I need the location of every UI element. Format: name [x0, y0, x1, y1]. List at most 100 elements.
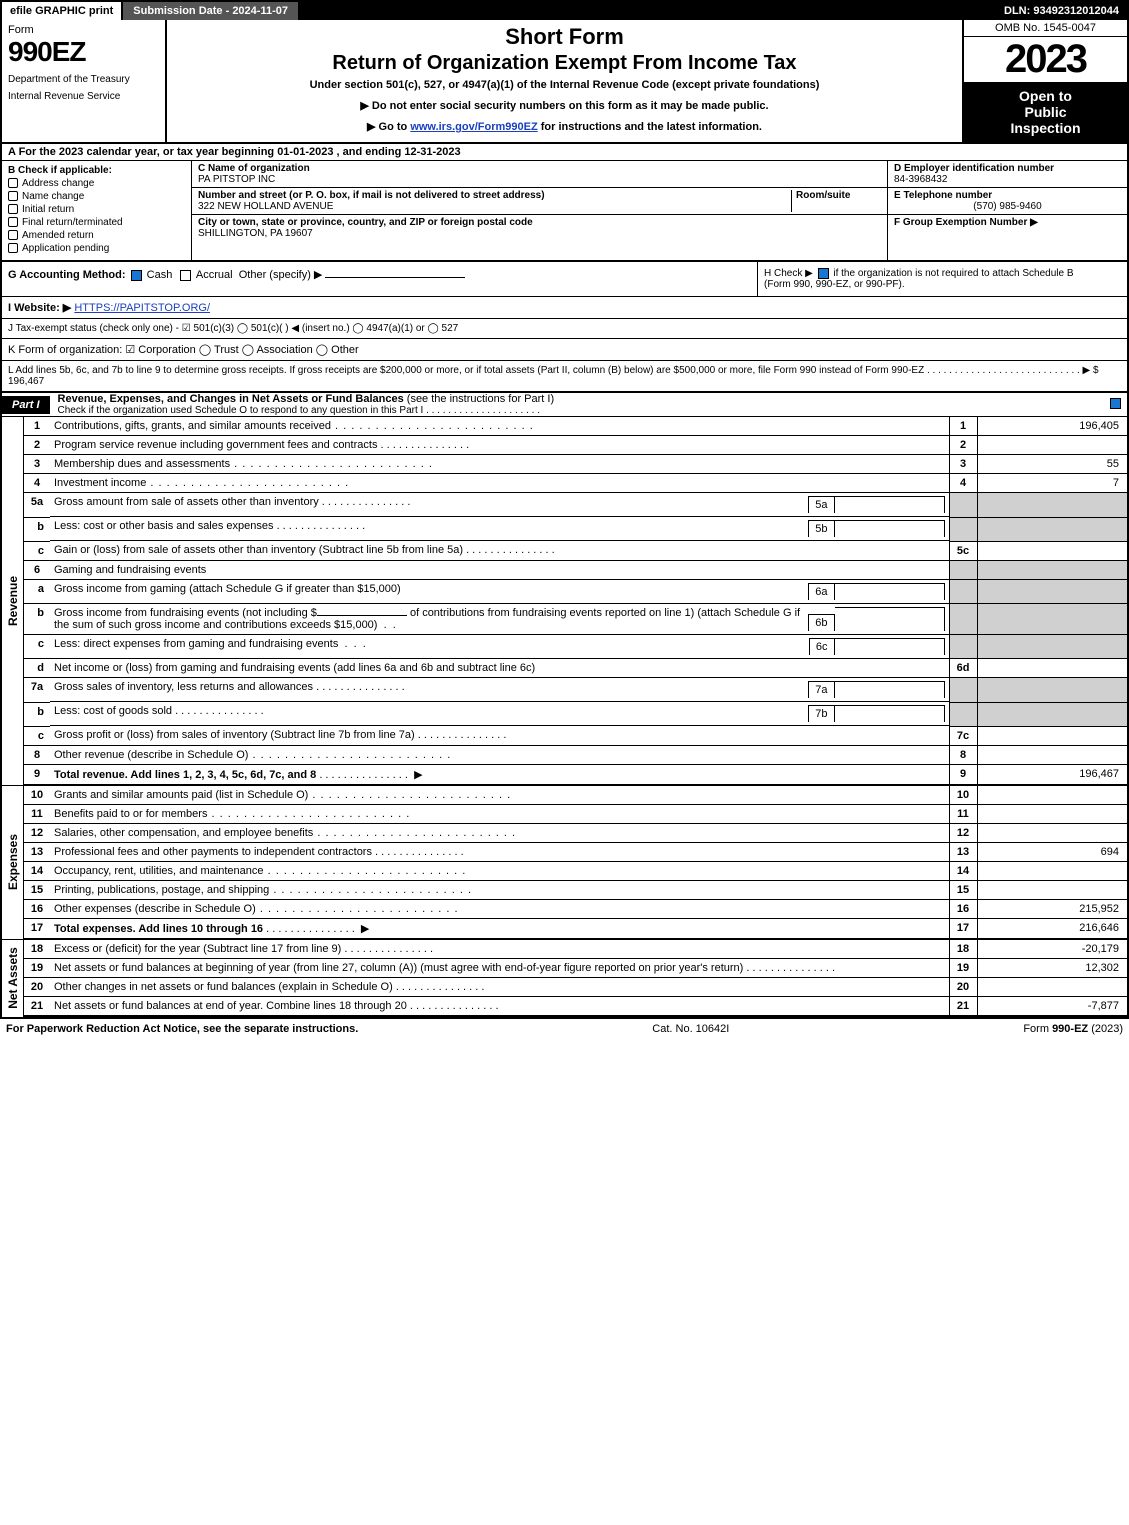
- side-expenses: Expenses: [2, 786, 24, 939]
- footer-right: Form 990-EZ (2023): [1023, 1023, 1123, 1035]
- efile-print: efile GRAPHIC print: [2, 2, 123, 20]
- phone-value: (570) 985-9460: [894, 201, 1121, 212]
- h-sub: (Form 990, 990-EZ, or 990-PF).: [764, 279, 1121, 290]
- short-form-label: Short Form: [175, 24, 954, 50]
- dept-irs: Internal Revenue Service: [8, 91, 159, 102]
- line-6a: aGross income from gaming (attach Schedu…: [24, 579, 1127, 604]
- part-i-title: Revenue, Expenses, and Changes in Net As…: [58, 393, 555, 416]
- part-i-sub: Check if the organization used Schedule …: [58, 405, 555, 416]
- org-name-label: C Name of organization: [198, 163, 881, 174]
- line-14: 14Occupancy, rent, utilities, and mainte…: [24, 861, 1127, 880]
- chk-application-pending[interactable]: Application pending: [8, 243, 185, 254]
- col-b: B Check if applicable: Address change Na…: [2, 161, 192, 260]
- d-ein: D Employer identification number 84-3968…: [888, 161, 1127, 188]
- expenses-section: Expenses 10Grants and similar amounts pa…: [2, 785, 1127, 939]
- line-5b: bLess: cost or other basis and sales exp…: [24, 517, 1127, 541]
- line-5c: cGain or (loss) from sale of assets othe…: [24, 541, 1127, 560]
- row-j: J Tax-exempt status (check only one) - ☑…: [2, 319, 1127, 339]
- g-accounting: G Accounting Method: Cash Accrual Other …: [2, 262, 757, 296]
- side-netassets: Net Assets: [2, 940, 24, 1017]
- open-line-2: Public: [968, 104, 1123, 120]
- open-line-1: Open to: [968, 88, 1123, 104]
- top-bar: efile GRAPHIC print Submission Date - 20…: [2, 2, 1127, 20]
- phone-label: E Telephone number: [894, 190, 1121, 201]
- room-label: Room/suite: [796, 190, 881, 201]
- line-10: 10Grants and similar amounts paid (list …: [24, 786, 1127, 805]
- line-9: 9Total revenue. Add lines 1, 2, 3, 4, 5c…: [24, 764, 1127, 784]
- f-group: F Group Exemption Number ▶: [888, 215, 1127, 230]
- header-mid: Short Form Return of Organization Exempt…: [167, 20, 962, 142]
- org-name: PA PITSTOP INC: [198, 174, 881, 185]
- irs-link[interactable]: www.irs.gov/Form990EZ: [410, 121, 537, 133]
- form-header: Form 990EZ Department of the Treasury In…: [2, 20, 1127, 144]
- line-12: 12Salaries, other compensation, and empl…: [24, 823, 1127, 842]
- l-val: 196,467: [8, 376, 44, 387]
- row-l: L Add lines 5b, 6c, and 7b to line 9 to …: [2, 361, 1127, 393]
- website-link[interactable]: HTTPS://PAPITSTOP.ORG/: [74, 302, 210, 314]
- netassets-section: Net Assets 18Excess or (deficit) for the…: [2, 939, 1127, 1017]
- instruction-2: ▶ Go to www.irs.gov/Form990EZ for instru…: [175, 120, 954, 133]
- chk-address-change[interactable]: Address change: [8, 178, 185, 189]
- line-3: 3Membership dues and assessments355: [24, 455, 1127, 474]
- form-container: efile GRAPHIC print Submission Date - 20…: [0, 0, 1129, 1019]
- col-c: C Name of organization PA PITSTOP INC Nu…: [192, 161, 887, 260]
- line-7c: cGross profit or (loss) from sales of in…: [24, 726, 1127, 745]
- row-k: K Form of organization: ☑ Corporation ◯ …: [2, 339, 1127, 361]
- open-to-public: Open to Public Inspection: [964, 82, 1127, 142]
- e-phone: E Telephone number (570) 985-9460: [888, 188, 1127, 215]
- omb-number: OMB No. 1545-0047: [964, 20, 1127, 37]
- chk-cash[interactable]: [131, 270, 142, 281]
- netassets-table: 18Excess or (deficit) for the year (Subt…: [24, 940, 1127, 1017]
- side-revenue: Revenue: [2, 417, 24, 785]
- chk-amended-return[interactable]: Amended return: [8, 230, 185, 241]
- line-6c: cLess: direct expenses from gaming and f…: [24, 635, 1127, 659]
- group-label: F Group Exemption Number ▶: [894, 217, 1038, 228]
- row-g-h: G Accounting Method: Cash Accrual Other …: [2, 262, 1127, 297]
- line-17: 17Total expenses. Add lines 10 through 1…: [24, 918, 1127, 938]
- revenue-section: Revenue 1Contributions, gifts, grants, a…: [2, 417, 1127, 785]
- form-word: Form: [8, 24, 159, 36]
- form-number: 990EZ: [8, 36, 159, 68]
- line-2: 2Program service revenue including gover…: [24, 436, 1127, 455]
- open-line-3: Inspection: [968, 120, 1123, 136]
- city-block: City or town, state or province, country…: [192, 215, 887, 241]
- line-20: 20Other changes in net assets or fund ba…: [24, 977, 1127, 996]
- inst2-pre: ▶ Go to: [367, 121, 410, 133]
- city-label: City or town, state or province, country…: [198, 217, 881, 228]
- chk-h[interactable]: [818, 268, 829, 279]
- line-7b: bLess: cost of goods sold7b: [24, 702, 1127, 726]
- inst2-post: for instructions and the latest informat…: [538, 121, 762, 133]
- part-i-check[interactable]: [1110, 398, 1121, 412]
- line-15: 15Printing, publications, postage, and s…: [24, 880, 1127, 899]
- page-footer: For Paperwork Reduction Act Notice, see …: [0, 1019, 1129, 1039]
- addr-label: Number and street (or P. O. box, if mail…: [198, 190, 791, 201]
- line-16: 16Other expenses (describe in Schedule O…: [24, 899, 1127, 918]
- expenses-table: 10Grants and similar amounts paid (list …: [24, 786, 1127, 939]
- h-check: H Check ▶ if the organization is not req…: [757, 262, 1127, 296]
- line-1: 1Contributions, gifts, grants, and simil…: [24, 417, 1127, 436]
- form-subtitle: Under section 501(c), 527, or 4947(a)(1)…: [175, 79, 954, 91]
- line-19: 19Net assets or fund balances at beginni…: [24, 958, 1127, 977]
- line-11: 11Benefits paid to or for members11: [24, 804, 1127, 823]
- i-label: I Website: ▶: [8, 302, 71, 314]
- ein-label: D Employer identification number: [894, 163, 1121, 174]
- line-7a: 7aGross sales of inventory, less returns…: [24, 678, 1127, 703]
- line-6b: bGross income from fundraising events (n…: [24, 604, 1127, 635]
- other-line: [325, 277, 465, 278]
- footer-left: For Paperwork Reduction Act Notice, see …: [6, 1023, 358, 1035]
- header-right: OMB No. 1545-0047 2023 Open to Public In…: [962, 20, 1127, 142]
- chk-name-change[interactable]: Name change: [8, 191, 185, 202]
- org-name-block: C Name of organization PA PITSTOP INC: [192, 161, 887, 188]
- line-8: 8Other revenue (describe in Schedule O)8: [24, 745, 1127, 764]
- form-title: Return of Organization Exempt From Incom…: [175, 52, 954, 75]
- line-5a: 5aGross amount from sale of assets other…: [24, 493, 1127, 518]
- line-18: 18Excess or (deficit) for the year (Subt…: [24, 940, 1127, 959]
- chk-final-return[interactable]: Final return/terminated: [8, 217, 185, 228]
- footer-cat: Cat. No. 10642I: [652, 1023, 729, 1035]
- line-6: 6Gaming and fundraising events: [24, 560, 1127, 579]
- chk-accrual[interactable]: [180, 270, 191, 281]
- chk-initial-return[interactable]: Initial return: [8, 204, 185, 215]
- block-b-to-f: B Check if applicable: Address change Na…: [2, 161, 1127, 262]
- city-value: SHILLINGTON, PA 19607: [198, 228, 881, 239]
- l-text: L Add lines 5b, 6c, and 7b to line 9 to …: [8, 365, 1099, 376]
